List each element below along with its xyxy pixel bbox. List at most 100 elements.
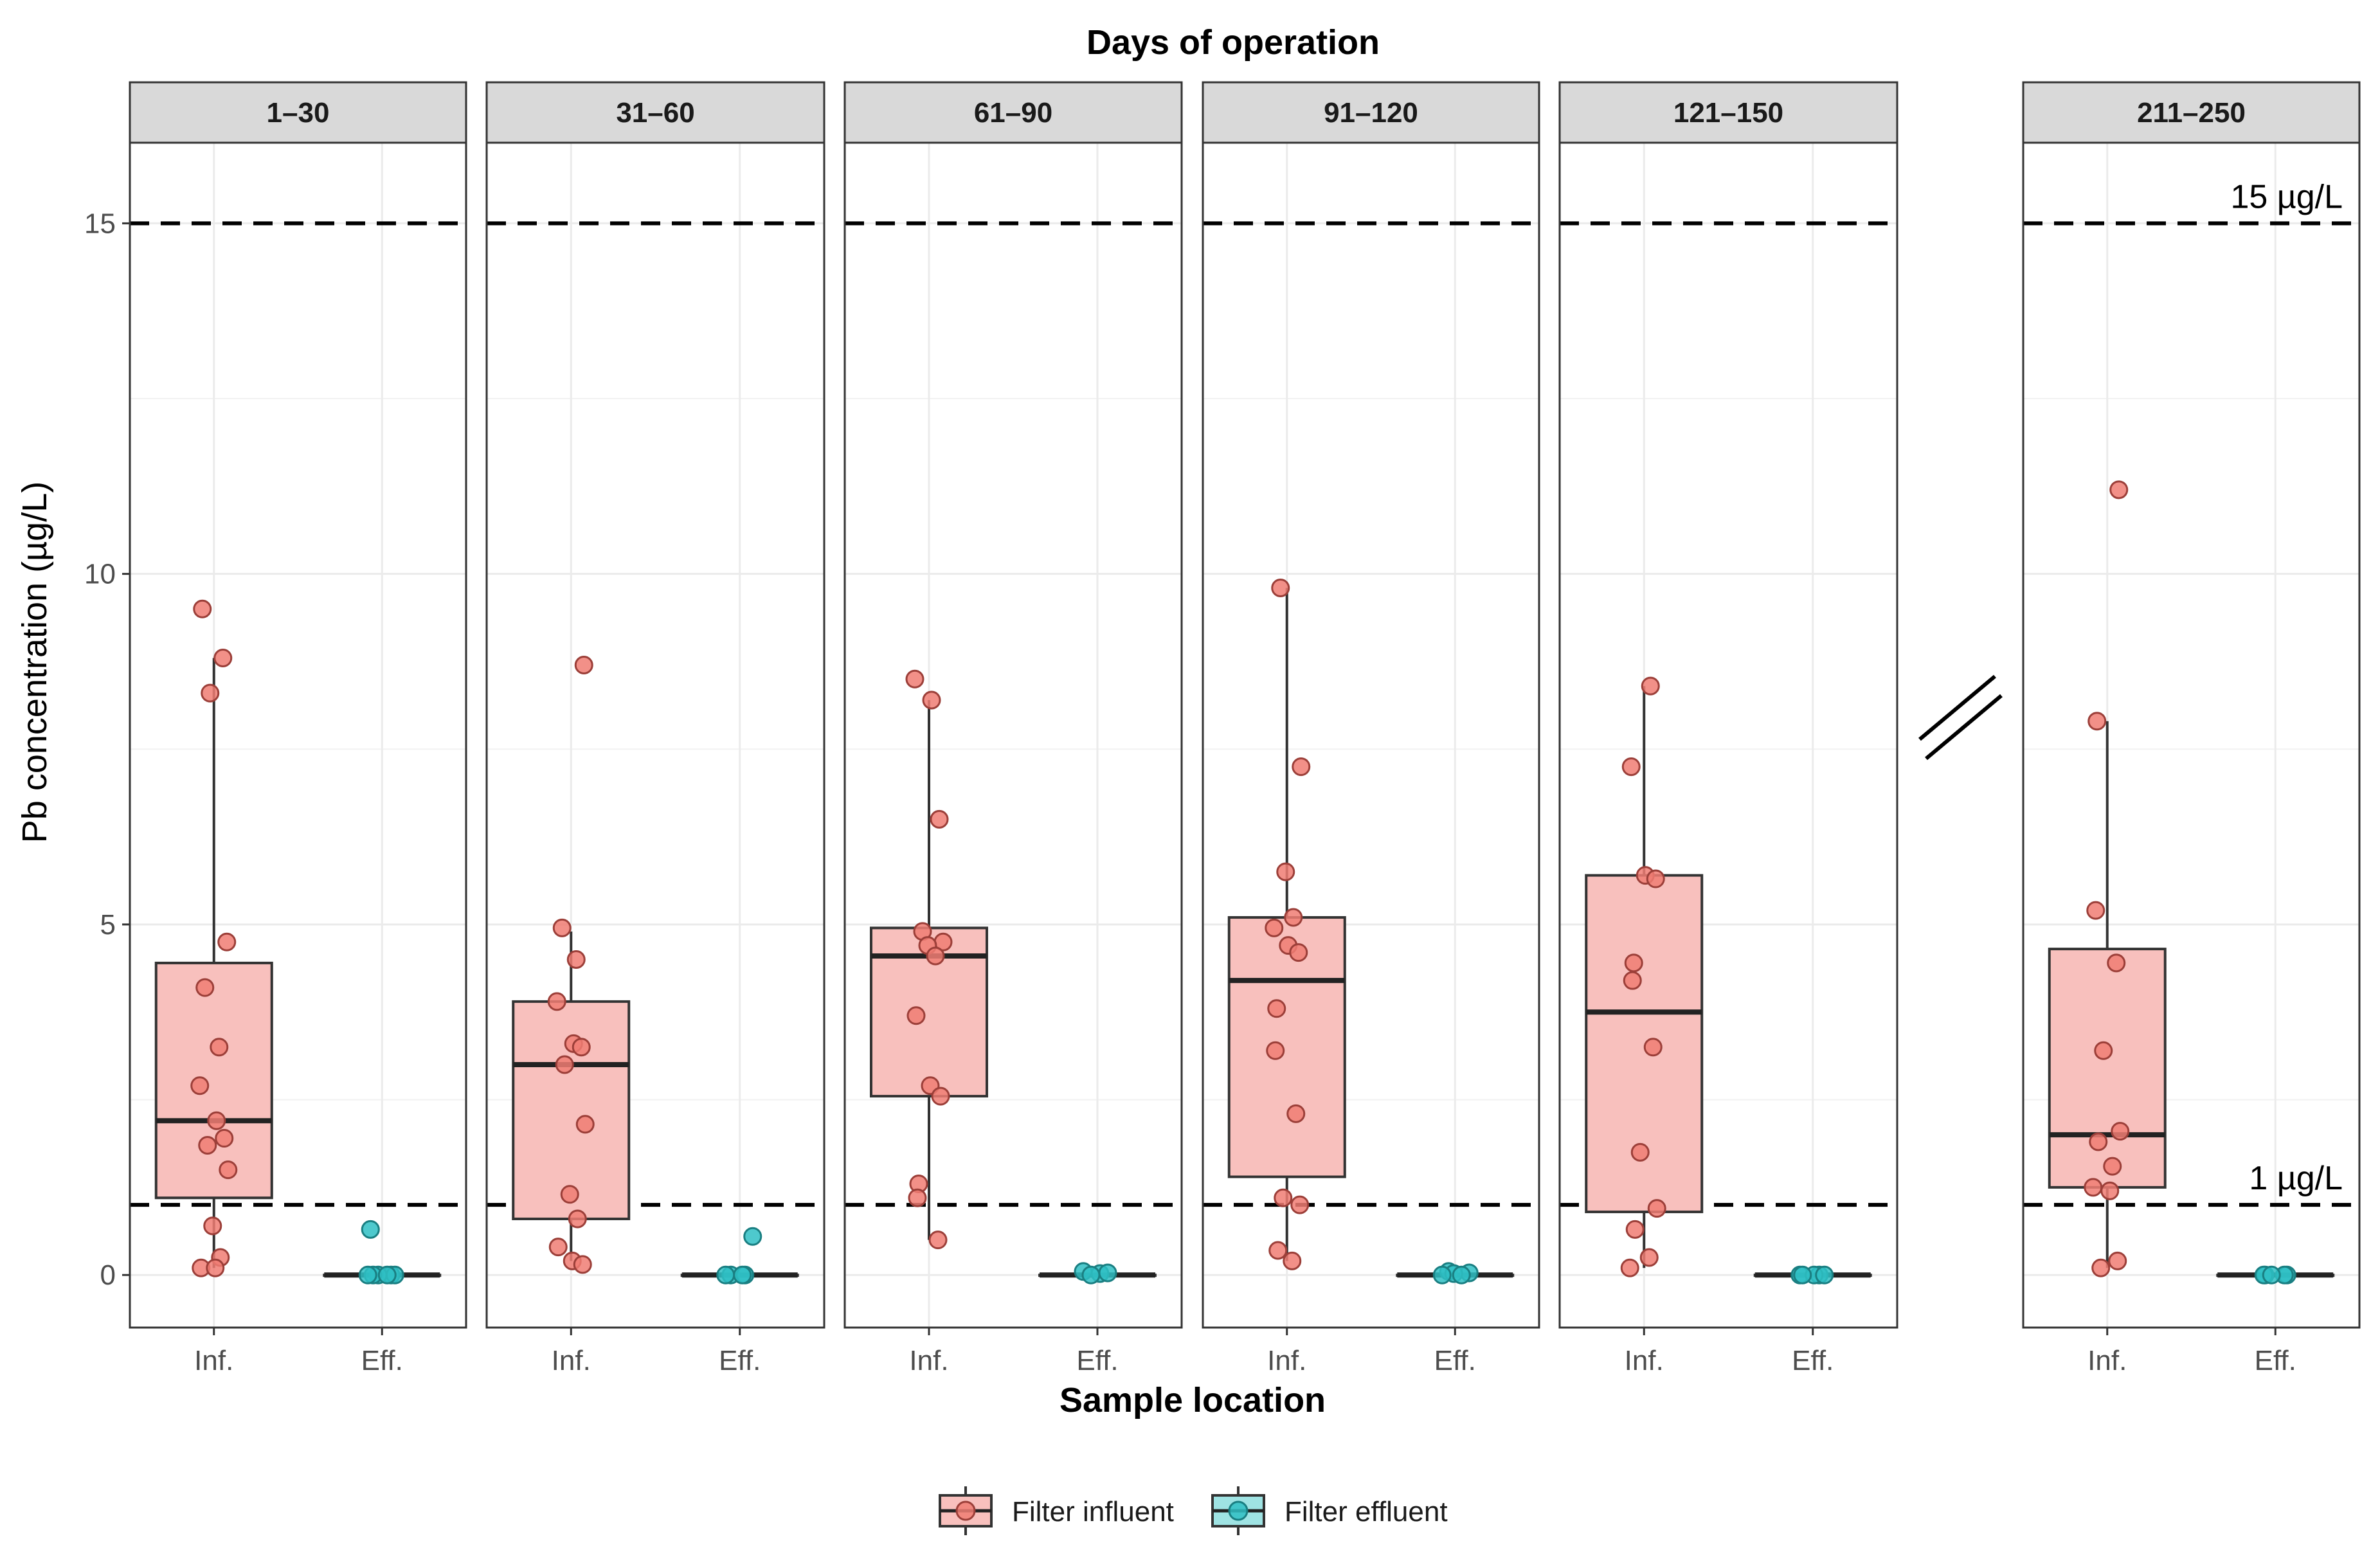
panel-5: 121–150 Inf. Eff. (1558, 81, 1898, 1376)
x-tick-label: Eff. (361, 1345, 403, 1376)
inf-point (1620, 1258, 1639, 1277)
inf-point (2084, 1178, 2103, 1197)
y-tick-label: 5 (100, 909, 116, 941)
panel-strip-label: 121–150 (1673, 97, 1783, 129)
inf-point (2091, 1258, 2111, 1277)
x-tick-label: Eff. (2255, 1345, 2296, 1376)
inf-point (2111, 1122, 2130, 1141)
inf-point (1284, 908, 1303, 927)
inf-point (1621, 757, 1641, 777)
inf-point (566, 950, 586, 969)
inf-point (203, 1216, 222, 1236)
inf-point (210, 1038, 229, 1057)
legend-key-point (955, 1500, 976, 1521)
panel-border (129, 141, 467, 1329)
panel-border (485, 141, 825, 1329)
inf-point (560, 1185, 579, 1204)
inf-point (926, 946, 945, 966)
inf-point (217, 932, 237, 951)
panel-strip-label: 31–60 (616, 97, 694, 129)
inf-point (193, 599, 212, 618)
inf-point (548, 1238, 568, 1257)
inf-point (215, 1129, 234, 1148)
inf-point (2094, 1041, 2113, 1060)
inf-point (555, 1055, 574, 1074)
inf-point (1283, 1251, 1302, 1270)
y-tick-label: 0 (100, 1259, 116, 1291)
legend-item-eff: Filter effluent (1211, 1486, 1448, 1535)
eff-point (1815, 1265, 1834, 1284)
inf-point (213, 649, 233, 668)
panel-3: 61–90 Inf. Eff. (843, 81, 1183, 1376)
inf-point (930, 809, 949, 829)
eff-point (2262, 1265, 2281, 1284)
inf-point (1267, 999, 1286, 1018)
inf-point (931, 1086, 950, 1106)
x-tick-label: Inf. (909, 1345, 948, 1376)
eff-point (743, 1227, 762, 1246)
inf-point (1266, 1041, 1285, 1060)
y-tick-label: 10 (84, 559, 116, 590)
reference-label: 15 µg/L (2230, 178, 2343, 215)
inf-point (207, 1111, 226, 1130)
axis-break-mark (1925, 694, 2003, 761)
inf-box (154, 961, 273, 1200)
inf-point (195, 978, 215, 997)
inf-point (568, 1209, 587, 1229)
x-axis-title: Sample location (1059, 1381, 1326, 1419)
inf-point (906, 1006, 926, 1025)
legend-key-point (1228, 1500, 1249, 1521)
inf-point (2103, 1157, 2122, 1176)
panel-strip (2022, 81, 2361, 144)
y-tick-label: 15 (84, 208, 116, 239)
inf-point (1268, 1241, 1288, 1260)
panel-background (845, 143, 1182, 1328)
eff-point (1432, 1265, 1452, 1284)
inf-point (572, 1038, 591, 1057)
x-tick-label: Inf. (2087, 1345, 2127, 1376)
x-tick-label: Inf. (194, 1345, 233, 1376)
x-tick-label: Eff. (1434, 1345, 1476, 1376)
inf-point (219, 1160, 238, 1180)
inf-point (908, 1188, 927, 1207)
inf-point (2100, 1181, 2120, 1200)
panel-border (1558, 141, 1898, 1329)
inf-point (206, 1258, 225, 1277)
x-tick-label: Inf. (552, 1345, 591, 1376)
panel-border (843, 141, 1183, 1329)
inf-point (201, 683, 220, 703)
eff-point (1452, 1265, 1471, 1284)
inf-point (1290, 1195, 1310, 1214)
eff-point (1793, 1265, 1812, 1284)
inf-point (1643, 1038, 1663, 1057)
inf-point (2089, 1132, 2108, 1151)
panel-strip-label: 91–120 (1324, 97, 1418, 129)
inf-box (1227, 916, 1346, 1178)
eff-point (361, 1220, 380, 1239)
x-tick-label: Eff. (1076, 1345, 1118, 1376)
inf-point (2086, 901, 2105, 920)
eff-point (358, 1265, 377, 1284)
inf-point (1289, 943, 1308, 962)
axis-break-mark (1918, 674, 1996, 741)
panel-strip-label: 211–250 (2137, 97, 2246, 129)
eff-point (733, 1265, 752, 1284)
inf-box (1585, 874, 1704, 1214)
inf-point (552, 918, 572, 937)
eff-point (716, 1265, 735, 1284)
panel-1: 1–30 Inf. Eff. (129, 81, 467, 1376)
inf-point (2108, 1251, 2127, 1270)
panel-border (1202, 141, 1540, 1329)
inf-point (1639, 1248, 1659, 1267)
chart-title: Days of operation (1086, 23, 1380, 62)
inf-point (1276, 862, 1295, 881)
inf-point (1271, 578, 1290, 597)
inf-point (1623, 971, 1642, 990)
inf-point (928, 1230, 948, 1250)
panel-strip (1558, 81, 1898, 144)
inf-point (1630, 1142, 1650, 1162)
inf-point (2109, 480, 2129, 500)
inf-point (1624, 953, 1643, 973)
inf-point (905, 669, 924, 689)
